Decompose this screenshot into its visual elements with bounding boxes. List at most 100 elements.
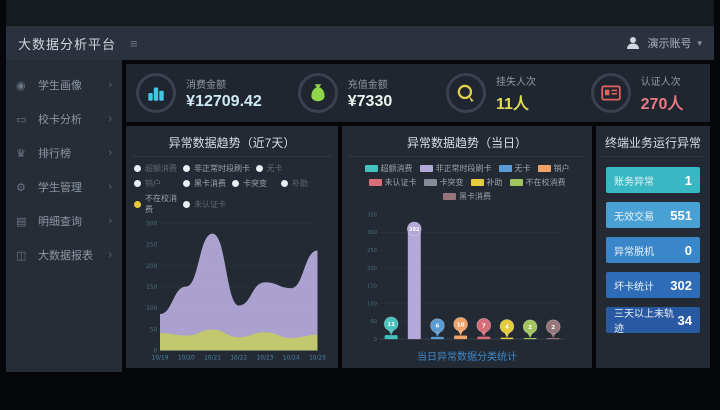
- legend-label: 卡突变: [439, 178, 464, 187]
- legend-swatch: [443, 193, 456, 200]
- svg-text:302: 302: [409, 227, 420, 233]
- bar-补助[interactable]: [500, 337, 514, 340]
- stat-label: 三天以上未轨迹: [614, 309, 674, 335]
- sidebar-item-card-analysis[interactable]: ▭ 校卡分析 ›: [6, 102, 122, 136]
- moneybag-icon: [311, 84, 325, 102]
- svg-text:0: 0: [374, 337, 377, 343]
- sidebar-item-student-manage[interactable]: ⚙ 学生管理 ›: [6, 170, 122, 204]
- bar-未认证卡[interactable]: [477, 336, 491, 340]
- terminal-anomaly-row[interactable]: 三天以上未轨迹 34: [606, 307, 700, 335]
- legend-item[interactable]: 不在校消费: [509, 177, 566, 188]
- user-menu[interactable]: 演示账号 ▾: [625, 35, 702, 51]
- legend-item[interactable]: 无卡: [255, 163, 305, 174]
- terminal-anomaly-row[interactable]: 异常脱机 0: [606, 237, 700, 263]
- terminal-anomaly-row[interactable]: 账务异常 1: [606, 167, 700, 193]
- legend-item[interactable]: 非正常时段刷卡: [419, 163, 492, 174]
- trend-today-note-link[interactable]: 当日异常数据分类统计: [417, 352, 517, 363]
- legend-item[interactable]: 补助: [281, 178, 330, 189]
- legend-item[interactable]: 黑卡消费: [443, 191, 491, 202]
- terminal-anomalies-title: 终端业务运行异常: [602, 131, 704, 157]
- top-strip: [6, 0, 714, 26]
- legend-item[interactable]: 超额消费: [134, 163, 183, 174]
- legend-item[interactable]: 非正常时段刷卡: [183, 163, 256, 174]
- sidebar-item-label: 学生画像: [38, 80, 82, 92]
- sidebar-item-ranking[interactable]: ♛ 排行榜 ›: [6, 136, 122, 170]
- svg-text:10/23: 10/23: [257, 355, 274, 361]
- legend-swatch: [423, 179, 437, 186]
- legend-label: 销户: [553, 164, 570, 173]
- legend-label: 超额消费: [380, 164, 413, 173]
- legend-swatch: [368, 179, 382, 186]
- kpi-recharge-amount: 充值金额 ¥7330: [272, 64, 418, 122]
- legend-dot: [281, 180, 288, 187]
- stat-value: 1: [684, 172, 692, 188]
- svg-text:10/25: 10/25: [309, 355, 326, 361]
- kpi-label: 认证人次: [640, 76, 681, 88]
- svg-text:2: 2: [528, 325, 532, 331]
- legend-label: 未认证卡: [384, 178, 417, 187]
- kpi-value: 11人: [496, 95, 529, 113]
- chevron-right-icon: ›: [108, 215, 112, 227]
- terminal-anomalies-rows: 账务异常 1 无效交易 551 异常脱机 0 坏卡统计 302 三天以上未轨迹 34: [602, 161, 704, 335]
- student-profile-icon: ◉: [16, 79, 26, 92]
- loss-report-icon: [457, 84, 474, 102]
- kpi-value: ¥12709.42: [186, 92, 262, 110]
- idcard-icon: [600, 85, 621, 101]
- legend-item[interactable]: 不在校消费: [134, 193, 183, 215]
- svg-text:150: 150: [146, 285, 157, 291]
- legend-swatch: [498, 165, 512, 172]
- legend-dot: [232, 180, 239, 187]
- kpi-icon-ring: [590, 73, 631, 113]
- legend-item[interactable]: 未认证卡: [183, 193, 232, 215]
- student-manage-icon: ⚙: [16, 181, 26, 194]
- ranking-icon: ♛: [16, 147, 26, 160]
- legend-item[interactable]: 销户: [537, 163, 570, 174]
- bar-黑卡消费[interactable]: [546, 338, 560, 340]
- stat-label: 无效交易: [614, 211, 654, 223]
- sidebar-item-label: 排行榜: [38, 148, 71, 160]
- user-name: 演示账号: [647, 38, 692, 50]
- svg-text:10/19: 10/19: [152, 355, 169, 361]
- svg-text:4: 4: [505, 324, 509, 330]
- legend-label: 非正常时段刷卡: [194, 164, 250, 173]
- legend-item[interactable]: 销户: [134, 178, 183, 189]
- svg-text:11: 11: [387, 322, 395, 328]
- legend-item[interactable]: 超额消费: [364, 163, 413, 174]
- legend-label: 不在校消费: [145, 194, 177, 214]
- panel-trend-7days-title: 异常数据趋势（近7天）: [132, 131, 332, 157]
- sidebar-item-detail-query[interactable]: ▤ 明细查询 ›: [6, 204, 122, 238]
- terminal-anomaly-row[interactable]: 无效交易 551: [606, 202, 700, 228]
- trend-today-bar-chart: 0 50 100 150 200 250 300 350 11 302 6 10 7 4 2 2: [367, 212, 565, 343]
- bar-非正常时段刷卡[interactable]: [407, 231, 421, 340]
- kpi-auth-count: 认证人次 270人: [564, 64, 710, 122]
- legend-item[interactable]: 卡突变: [232, 178, 281, 189]
- legend-label: 补助: [486, 178, 503, 187]
- legend-dot: [183, 165, 190, 172]
- bar-无卡[interactable]: [430, 336, 444, 340]
- legend-dot: [134, 200, 141, 208]
- legend-dot: [134, 165, 141, 172]
- svg-text:150: 150: [367, 284, 377, 290]
- chevron-right-icon: ›: [108, 79, 112, 91]
- sidebar-item-student-profile[interactable]: ◉ 学生画像 ›: [6, 68, 122, 102]
- terminal-anomaly-row[interactable]: 坏卡统计 302: [606, 272, 700, 298]
- sidebar-item-bigdata-report[interactable]: ◫ 大数据报表 ›: [6, 238, 122, 272]
- legend-item[interactable]: 无卡: [498, 163, 531, 174]
- legend-item[interactable]: 卡突变: [423, 177, 464, 188]
- legend-item[interactable]: 黑卡消费: [183, 178, 232, 189]
- app-title: 大数据分析平台: [18, 36, 117, 52]
- legend-swatch: [537, 165, 551, 172]
- legend-label: 卡突变: [243, 179, 267, 188]
- svg-text:100: 100: [146, 306, 157, 312]
- legend-swatch: [364, 165, 378, 172]
- trend-7days-area-chart: 0 50 100 150 200 250 300 10/19 10/20 10/21 10/22 10…: [146, 222, 326, 362]
- stat-label: 坏卡统计: [614, 281, 654, 293]
- sidebar-collapse-icon[interactable]: ≡: [130, 35, 138, 51]
- bar-销户[interactable]: [454, 335, 468, 340]
- bar-不在校消费[interactable]: [523, 338, 537, 340]
- legend-item[interactable]: 未认证卡: [368, 177, 417, 188]
- legend-label: 超额消费: [145, 164, 177, 173]
- legend-dot: [183, 180, 190, 187]
- bar-超额消费[interactable]: [384, 335, 398, 340]
- legend-item[interactable]: 补助: [470, 177, 503, 188]
